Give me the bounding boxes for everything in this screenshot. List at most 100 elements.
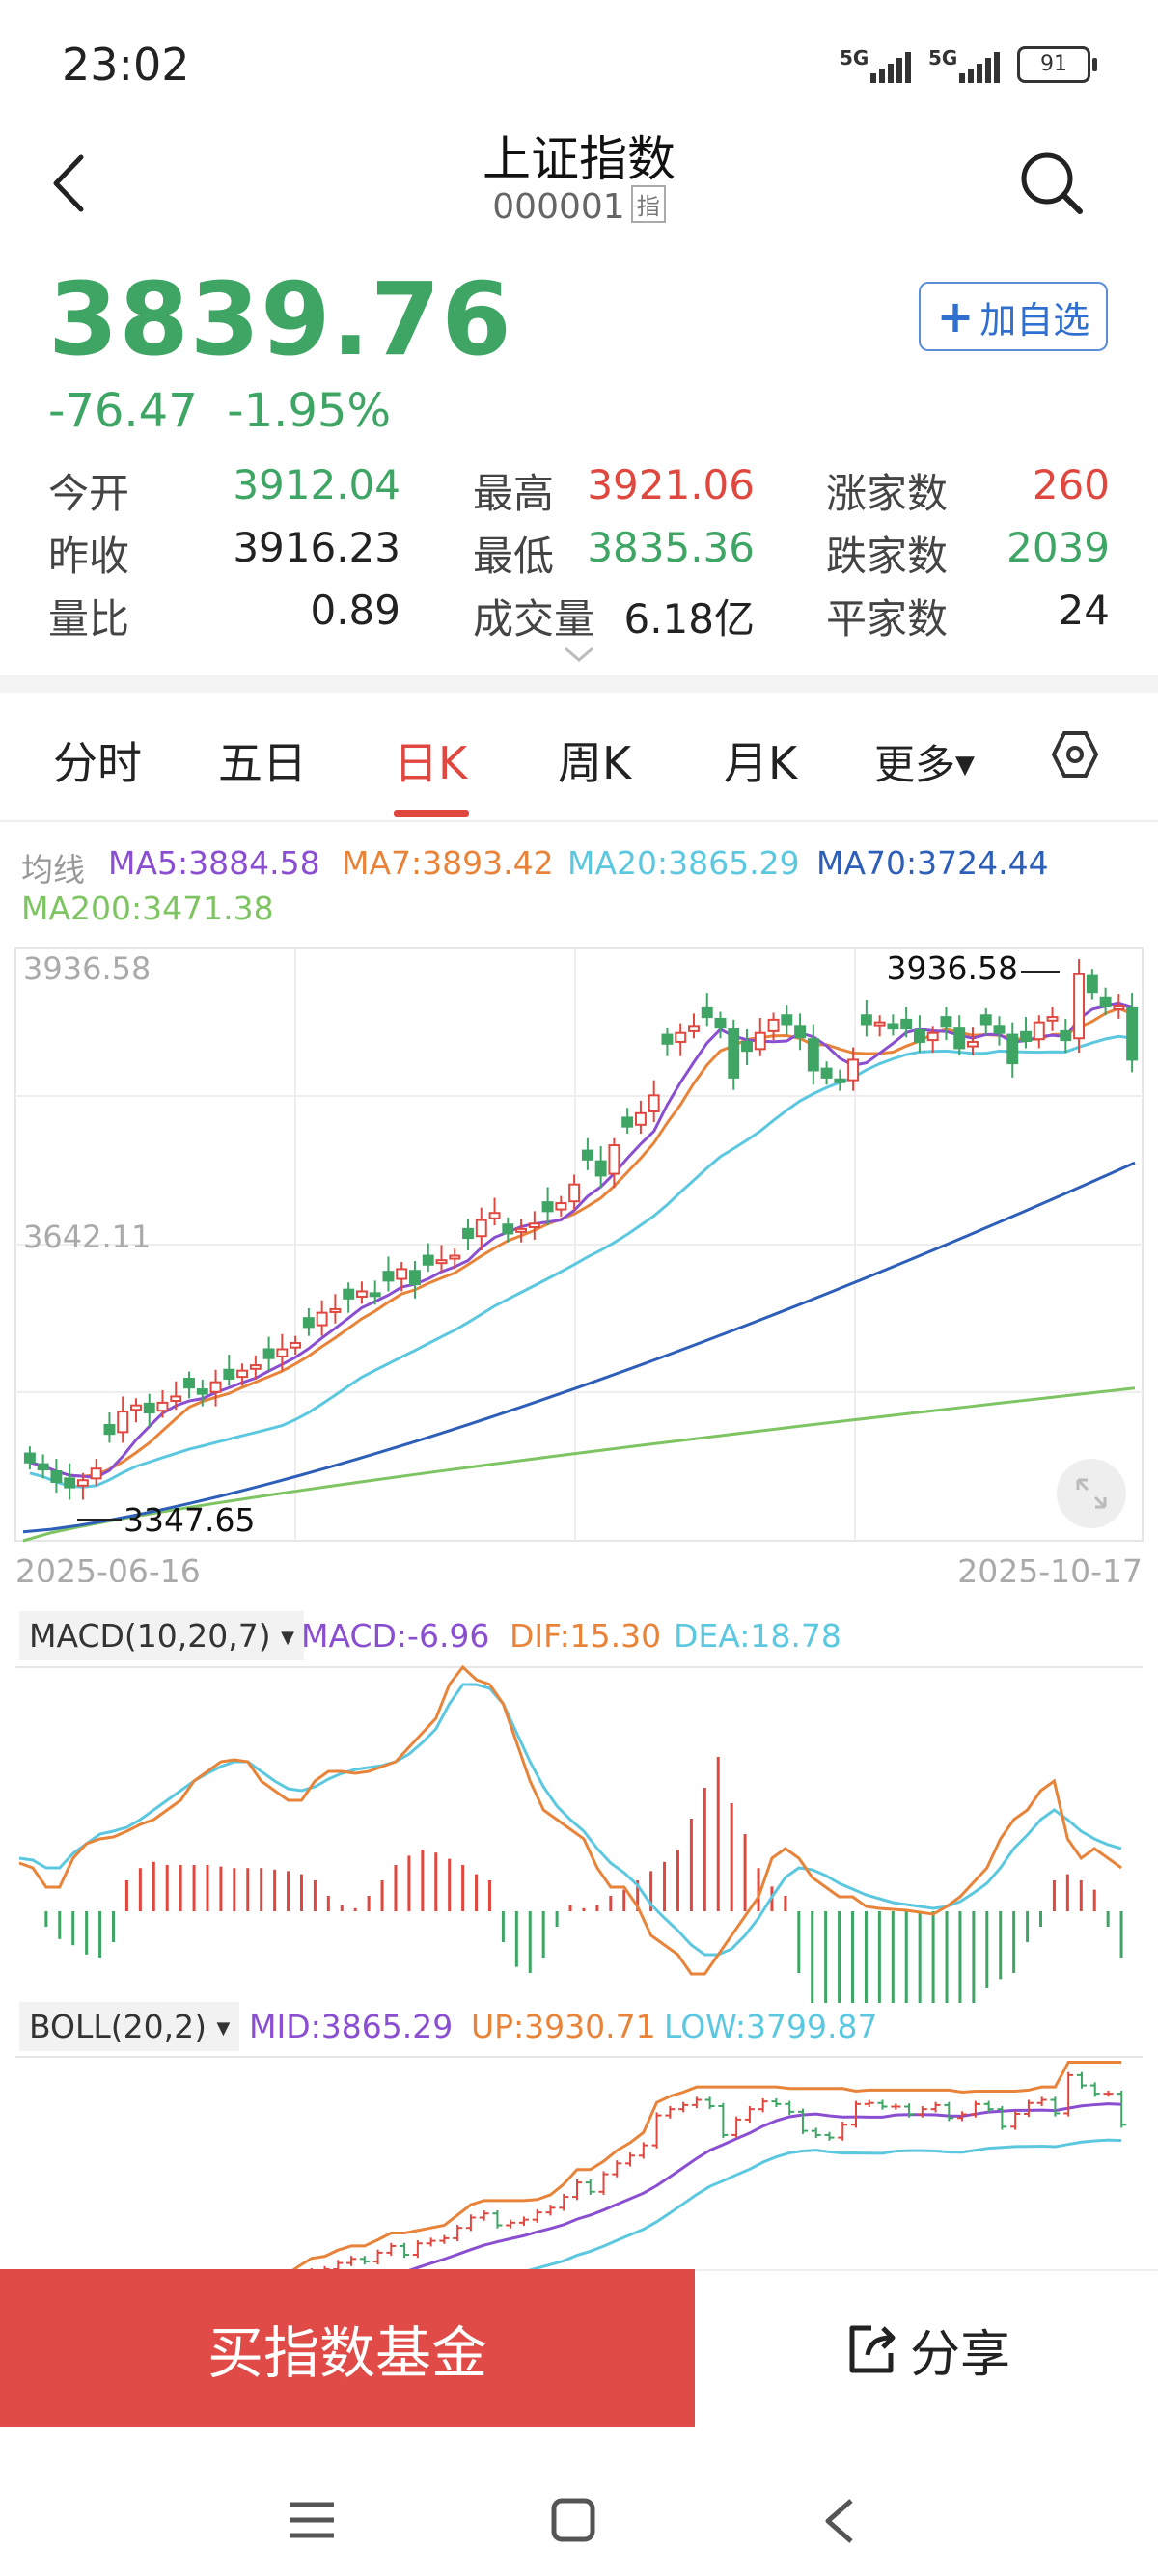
- candle-up: [555, 1202, 567, 1211]
- ma20-value: MA20:3865.29: [567, 844, 800, 882]
- candle-down: [714, 1017, 727, 1029]
- ma-legend-title: 均线: [21, 851, 85, 889]
- candle-up: [290, 1342, 302, 1349]
- candle-down: [1020, 1030, 1032, 1043]
- candle-down: [979, 1014, 992, 1026]
- boll-low-value: LOW:3799.87: [664, 2008, 878, 2045]
- boll-up-value: UP:3930.71: [471, 2008, 656, 2045]
- tab-five-day[interactable]: 五日: [218, 737, 307, 789]
- candle-down: [369, 1292, 381, 1298]
- page-title: 上证指数: [482, 131, 676, 187]
- boll-selector[interactable]: BOLL(20,2) ▼: [19, 2002, 240, 2051]
- macd-selector[interactable]: MACD(10,20,7) ▼: [19, 1611, 304, 1660]
- candle-up: [608, 1144, 620, 1175]
- candle-down: [143, 1402, 155, 1414]
- candle-down: [37, 1463, 49, 1471]
- index-tag: 指: [630, 185, 666, 223]
- candle-down: [64, 1477, 76, 1489]
- stat-value: 3835.36: [587, 524, 755, 571]
- ma200-value: MA200:3471.38: [21, 890, 274, 927]
- candle-up: [329, 1307, 342, 1313]
- candle-up: [76, 1479, 89, 1487]
- candle-up: [767, 1018, 780, 1032]
- candle-up: [688, 1025, 700, 1032]
- status-time: 23:02: [62, 39, 190, 91]
- stat-label: 跌家数: [826, 533, 949, 580]
- plus-icon: +: [936, 290, 975, 343]
- candle-down: [900, 1018, 913, 1030]
- ma5-line: [29, 1001, 1133, 1479]
- add-watchlist-button[interactable]: + 加自选: [919, 282, 1108, 351]
- ma7-value: MA7:3893.42: [342, 844, 554, 882]
- candle-up: [316, 1311, 328, 1327]
- candle-up: [475, 1219, 487, 1238]
- candle-down: [23, 1452, 36, 1464]
- candle-down: [302, 1317, 315, 1329]
- tab-monthly-k[interactable]: 月K: [724, 737, 798, 789]
- price-change: -76.47 -1.95%: [48, 384, 392, 438]
- candle-up: [90, 1467, 102, 1480]
- boll-low-line: [528, 2138, 1122, 2269]
- expand-icon: [1057, 1459, 1126, 1528]
- candle-up: [675, 1031, 687, 1043]
- candle-down: [581, 1149, 593, 1161]
- home-icon[interactable]: [550, 2497, 596, 2543]
- tab-more[interactable]: 更多▼: [874, 741, 976, 788]
- candle-down: [794, 1025, 807, 1039]
- expand-icon-glyph: [1076, 1478, 1107, 1509]
- candle-down: [834, 1078, 846, 1083]
- candle-down: [913, 1028, 925, 1043]
- candle-up: [515, 1227, 528, 1233]
- low-marker-label: 3347.65: [124, 1501, 255, 1539]
- dea-line: [18, 1683, 1122, 1957]
- candle-down: [661, 1033, 674, 1045]
- candle-down: [382, 1271, 395, 1282]
- candle-down: [728, 1028, 740, 1079]
- menu-icon[interactable]: [288, 2499, 336, 2541]
- battery-icon: 91: [1017, 46, 1097, 83]
- settings-icon[interactable]: [1050, 729, 1100, 780]
- back-nav-icon[interactable]: [820, 2497, 859, 2545]
- current-price: 3839.76: [48, 260, 512, 378]
- kline-chart[interactable]: 3936.58 3642.11 3936.58 3347.65 2025-06-16 20…: [0, 945, 1158, 1582]
- tab-weekly-k[interactable]: 周K: [558, 737, 632, 789]
- share-icon: [849, 2325, 896, 2373]
- boll-up-line: [291, 2060, 1122, 2269]
- candle-down: [741, 1040, 753, 1053]
- macd-value: MACD:-6.96: [301, 1617, 490, 1655]
- chevron-down-icon[interactable]: [562, 644, 596, 664]
- candle-down: [1099, 996, 1112, 1008]
- buy-index-fund-button[interactable]: 买指数基金: [0, 2269, 695, 2427]
- candle-up: [130, 1404, 142, 1411]
- candle-down: [594, 1160, 607, 1177]
- candle-down: [860, 1014, 872, 1026]
- tab-intraday[interactable]: 分时: [53, 737, 142, 789]
- candle-down: [1060, 1029, 1072, 1042]
- candle-down: [781, 1014, 793, 1026]
- candle-up: [1073, 973, 1086, 1040]
- tab-daily-k[interactable]: 日K: [394, 737, 468, 789]
- share-button[interactable]: 分享: [695, 2269, 1158, 2427]
- candle-down: [196, 1388, 208, 1395]
- y-axis-top-label: 3936.58: [23, 950, 151, 987]
- candle-down: [701, 1006, 713, 1019]
- stat-value: 3912.04: [233, 461, 400, 508]
- candle-up: [396, 1268, 408, 1280]
- ma70-value: MA70:3724.44: [816, 844, 1049, 882]
- tabs-divider: [0, 820, 1158, 822]
- candle-down: [953, 1027, 966, 1050]
- search-icon[interactable]: [1018, 150, 1086, 217]
- back-button[interactable]: [46, 150, 95, 217]
- stat-label: 最低: [473, 533, 555, 580]
- candle-down: [223, 1368, 235, 1380]
- stock-code: 000001 指: [0, 185, 1158, 227]
- candle-up: [117, 1411, 129, 1434]
- caret-down-icon: ▼: [216, 2018, 231, 2039]
- candle-down: [103, 1423, 116, 1436]
- candle-up: [355, 1290, 368, 1299]
- boll-mid-line: [408, 2102, 1122, 2269]
- candle-down: [541, 1201, 554, 1213]
- stat-value: 0.89: [310, 587, 400, 634]
- system-nav-bar: [0, 2427, 1158, 2576]
- stat-label: 量比: [48, 595, 130, 643]
